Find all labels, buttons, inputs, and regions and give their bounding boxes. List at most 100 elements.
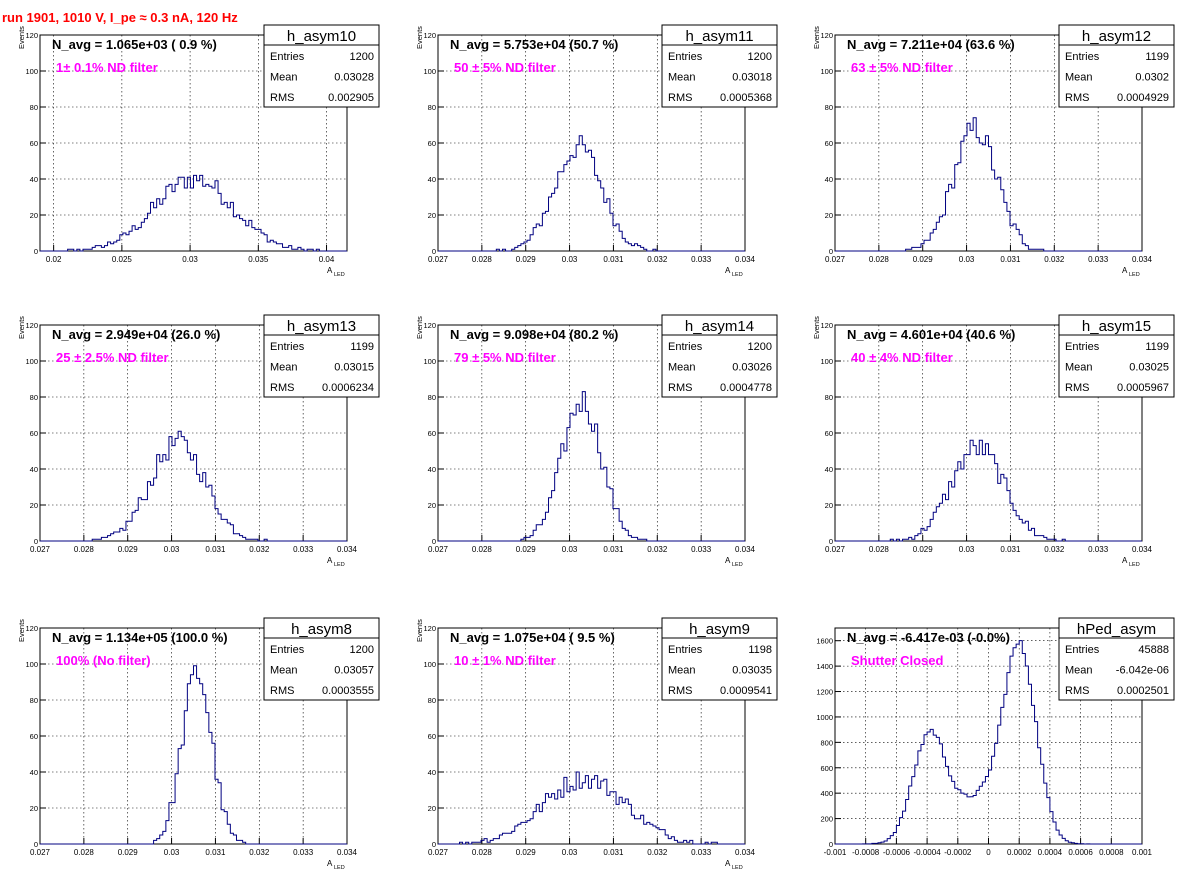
- y-tick-label: 100: [423, 357, 436, 366]
- stat-label: RMS: [668, 92, 692, 104]
- stat-label: Entries: [270, 341, 305, 353]
- x-tick-label: 0.032: [647, 255, 668, 264]
- y-tick-label: 40: [428, 175, 436, 184]
- stats-box: [1058, 24, 1175, 108]
- histogram-line: [438, 135, 745, 252]
- x-tick-label: -0.0004: [914, 848, 942, 857]
- y-tick-label: 100: [423, 660, 436, 669]
- navg-label: N_avg = 1.075e+04 ( 9.5 %): [450, 630, 615, 645]
- stat-value: 1199: [1145, 341, 1169, 353]
- x-tick-label: 0.029: [516, 255, 537, 264]
- y-tick-label: 0: [829, 537, 833, 546]
- x-axis-label: A: [725, 266, 731, 275]
- y-axis-label: Events: [415, 316, 424, 339]
- x-tick-label: 0.028: [869, 255, 890, 264]
- x-axis-label-subscript: LED: [732, 562, 743, 568]
- x-tick-label: 0.025: [112, 255, 133, 264]
- y-tick-label: 60: [428, 429, 436, 438]
- y-axis-label: Events: [812, 26, 821, 49]
- y-tick-label: 200: [820, 815, 833, 824]
- x-tick-label: 0.032: [647, 545, 668, 554]
- x-tick-label: 0.04: [319, 255, 335, 264]
- x-tick-label: 0.031: [603, 255, 624, 264]
- y-tick-label: 40: [30, 768, 38, 777]
- histogram-name: h_asym13: [287, 318, 356, 335]
- histogram-line: [40, 430, 347, 542]
- x-tick-label: 0.033: [691, 255, 712, 264]
- x-tick-label: 0.033: [1088, 255, 1109, 264]
- y-tick-label: 1200: [816, 688, 833, 697]
- y-tick-label: 0: [34, 840, 38, 849]
- filter-label: 1± 0.1% ND filter: [56, 60, 158, 75]
- y-tick-label: 20: [30, 501, 38, 510]
- stat-label: Mean: [270, 72, 298, 84]
- x-tick-label: 0.033: [293, 848, 314, 857]
- x-tick-label: 0.02: [46, 255, 62, 264]
- x-tick-label: 0.027: [825, 255, 846, 264]
- y-tick-label: 80: [30, 103, 38, 112]
- y-axis-label: Events: [17, 316, 26, 339]
- y-tick-label: 0: [432, 247, 436, 256]
- y-tick-label: 1400: [816, 662, 833, 671]
- x-axis-label-subscript: LED: [732, 865, 743, 871]
- stat-label: RMS: [270, 685, 294, 697]
- stat-value: 1200: [748, 341, 772, 353]
- x-tick-label: 0.03: [562, 545, 578, 554]
- y-tick-label: 40: [30, 465, 38, 474]
- y-tick-label: 400: [820, 789, 833, 798]
- navg-label: N_avg = 9.098e+04 (80.2 %): [450, 327, 618, 342]
- y-tick-label: 80: [428, 103, 436, 112]
- x-tick-label: 0.027: [428, 255, 449, 264]
- x-tick-label: 0.03: [562, 255, 578, 264]
- x-tick-label: 0.001: [1132, 848, 1153, 857]
- stat-value: 0.002905: [328, 92, 374, 104]
- stat-value: 0.03025: [1129, 362, 1169, 374]
- x-axis-label: A: [1122, 556, 1128, 565]
- x-tick-label: 0.03: [562, 848, 578, 857]
- x-tick-label: 0.0008: [1099, 848, 1124, 857]
- x-axis-label-subscript: LED: [732, 272, 743, 278]
- x-tick-label: 0.03: [182, 255, 198, 264]
- x-tick-label: 0.034: [735, 545, 756, 554]
- histogram-line: [835, 439, 1142, 542]
- y-tick-label: 20: [825, 501, 833, 510]
- x-tick-label: 0.031: [1000, 545, 1021, 554]
- stat-label: Mean: [270, 362, 298, 374]
- y-tick-label: 40: [825, 175, 833, 184]
- x-tick-label: 0.034: [1132, 255, 1153, 264]
- histogram-name: h_asym8: [291, 621, 352, 638]
- stat-value: 0.03015: [334, 362, 374, 374]
- x-tick-label: 0.03: [959, 545, 975, 554]
- histogram-name: hPed_asym: [1077, 621, 1156, 638]
- x-tick-label: 0.029: [516, 848, 537, 857]
- stat-label: Entries: [1065, 51, 1100, 63]
- x-axis-label-subscript: LED: [334, 865, 345, 871]
- x-tick-label: 0.029: [913, 545, 934, 554]
- navg-label: N_avg = -6.417e-03 (-0.0%): [847, 630, 1010, 645]
- y-tick-label: 40: [825, 465, 833, 474]
- y-tick-label: 60: [428, 139, 436, 148]
- x-tick-label: 0.029: [516, 545, 537, 554]
- stat-value: 1200: [748, 51, 772, 63]
- stat-label: RMS: [1065, 382, 1089, 394]
- x-axis-label: A: [725, 556, 731, 565]
- x-axis-label: A: [327, 266, 333, 275]
- y-tick-label: 20: [428, 501, 436, 510]
- x-tick-label: 0.027: [30, 545, 51, 554]
- x-tick-label: 0.033: [1088, 545, 1109, 554]
- stat-label: Entries: [1065, 341, 1100, 353]
- y-tick-label: 80: [428, 696, 436, 705]
- stat-value: 0.03057: [334, 665, 374, 677]
- histogram-panel-h_asym11: 0.027 0.028 0.029 0.03 0.031 0.032 0.033 0.034 0…: [415, 24, 778, 278]
- stat-label: Entries: [1065, 644, 1100, 656]
- navg-label: N_avg = 1.134e+05 (100.0 %): [52, 630, 228, 645]
- x-axis-label: A: [1122, 266, 1128, 275]
- y-tick-label: 120: [820, 321, 833, 330]
- y-tick-label: 20: [428, 211, 436, 220]
- histogram-panel-h_asym8: 0.027 0.028 0.029 0.03 0.031 0.032 0.033 0.034 0…: [17, 617, 380, 871]
- x-tick-label: 0.031: [205, 848, 226, 857]
- x-tick-label: 0.031: [205, 545, 226, 554]
- y-tick-label: 120: [25, 31, 38, 40]
- stats-box: [1058, 617, 1175, 701]
- x-tick-label: 0.0002: [1007, 848, 1032, 857]
